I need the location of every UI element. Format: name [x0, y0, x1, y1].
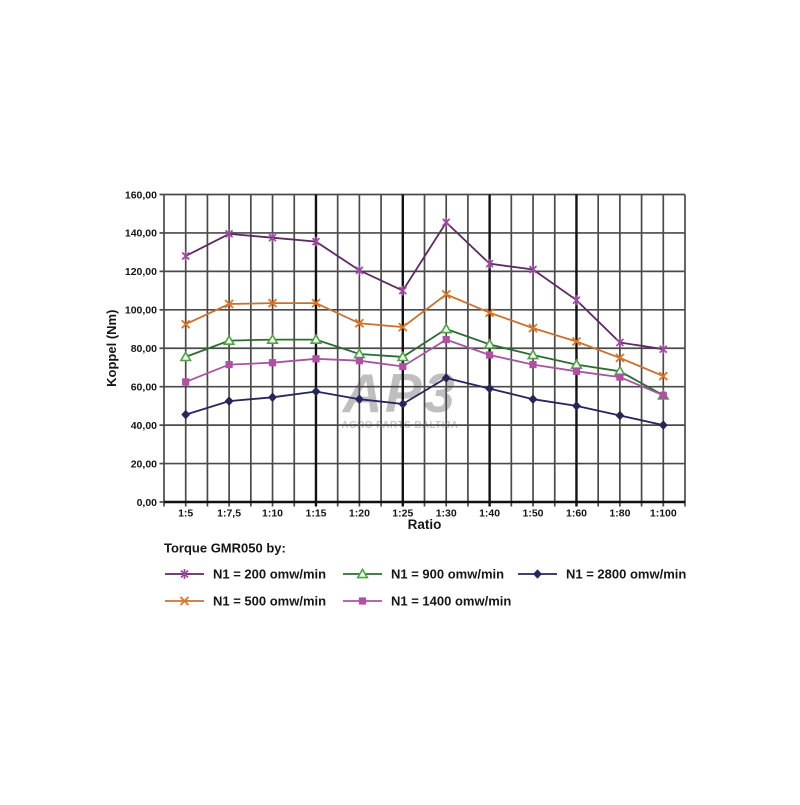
svg-text:40,00: 40,00 — [131, 420, 157, 432]
svg-text:120,00: 120,00 — [125, 266, 157, 278]
svg-text:Koppel (Nm): Koppel (Nm) — [104, 310, 119, 387]
svg-text:140,00: 140,00 — [125, 228, 157, 240]
svg-text:1:5: 1:5 — [178, 508, 193, 520]
svg-text:1:50: 1:50 — [522, 508, 543, 520]
svg-text:100,00: 100,00 — [125, 305, 157, 317]
svg-text:N1 = 2800 omw/min: N1 = 2800 omw/min — [566, 567, 686, 582]
svg-text:80,00: 80,00 — [131, 343, 157, 355]
svg-text:1:10: 1:10 — [262, 508, 283, 520]
svg-text:20,00: 20,00 — [131, 458, 157, 470]
svg-text:1:25: 1:25 — [392, 508, 413, 520]
svg-text:160,00: 160,00 — [125, 189, 157, 201]
svg-text:N1 = 900 omw/min: N1 = 900 omw/min — [391, 567, 504, 582]
svg-text:1:60: 1:60 — [566, 508, 587, 520]
svg-text:1:30: 1:30 — [436, 508, 457, 520]
svg-text:60,00: 60,00 — [131, 382, 157, 394]
svg-text:AP3: AP3 — [341, 362, 458, 424]
svg-text:Ratio: Ratio — [408, 517, 442, 532]
svg-text:0,00: 0,00 — [137, 497, 158, 509]
svg-text:1:15: 1:15 — [305, 508, 326, 520]
svg-text:Torque GMR050 by:: Torque GMR050 by: — [164, 541, 286, 556]
svg-text:1:40: 1:40 — [479, 508, 500, 520]
svg-text:1:80: 1:80 — [609, 508, 630, 520]
svg-text:1:7,5: 1:7,5 — [217, 508, 241, 520]
svg-text:N1 = 200 omw/min: N1 = 200 omw/min — [213, 567, 326, 582]
svg-text:1:100: 1:100 — [650, 508, 677, 520]
svg-text:N1 = 1400 omw/min: N1 = 1400 omw/min — [391, 594, 511, 609]
svg-text:N1 = 500 omw/min: N1 = 500 omw/min — [213, 594, 326, 609]
svg-text:1:20: 1:20 — [349, 508, 370, 520]
